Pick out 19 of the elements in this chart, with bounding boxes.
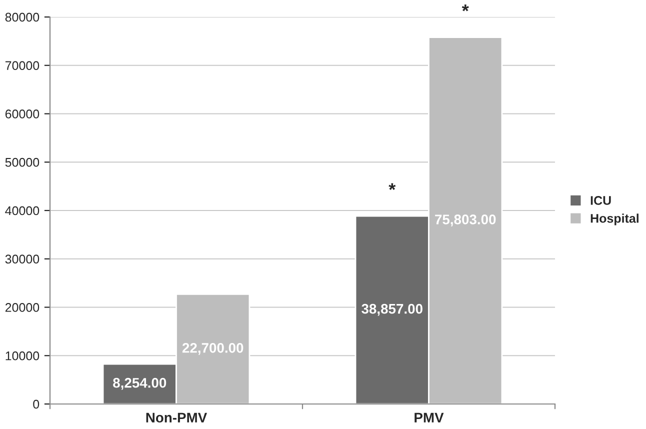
data-label: 38,857.00 <box>362 304 422 316</box>
legend-label: ICU <box>590 196 611 205</box>
legend-label: Hospital <box>590 214 638 226</box>
y-tick-label: 10000 <box>6 351 40 360</box>
y-tick-label: 50000 <box>5 158 40 167</box>
data-label: 22,700.00 <box>182 342 244 355</box>
x-tick-label: Non-PMV <box>146 412 208 423</box>
y-tick-label: 20000 <box>5 303 40 312</box>
y-tick-label: 40000 <box>5 206 40 216</box>
annotation: * <box>388 183 396 190</box>
annotation: * <box>462 4 469 12</box>
data-label: 75,803.00 <box>435 214 496 226</box>
y-tick-label: 0 <box>33 400 40 409</box>
x-tick-label: PMV <box>414 412 444 422</box>
y-tick-label: 30000 <box>5 254 40 264</box>
y-tick-label: 70000 <box>5 61 40 70</box>
data-label: 8,254.00 <box>113 378 166 390</box>
y-tick-label: 60000 <box>5 110 40 118</box>
y-tick-label: 80000 <box>5 12 40 22</box>
